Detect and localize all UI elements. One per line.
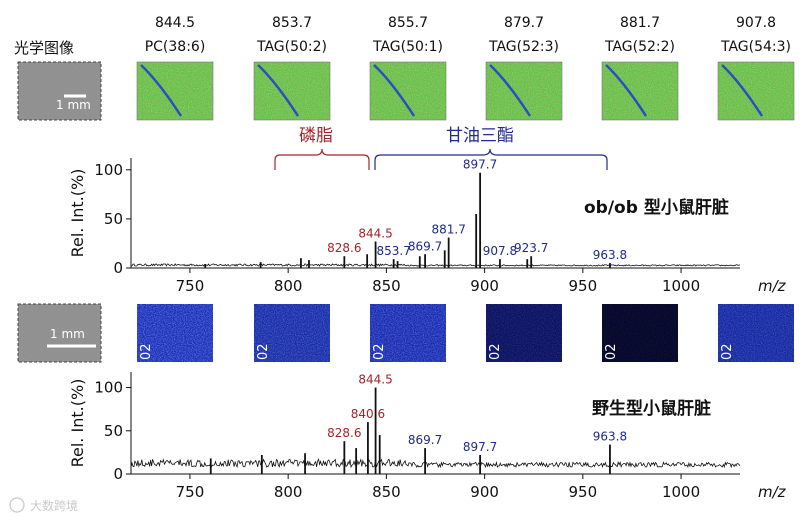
optical-image-label: 光学图像 [14, 39, 74, 57]
x-tick-label: 1000 [662, 277, 700, 295]
peak-label: 881.7 [431, 223, 465, 237]
panel-title-wt: 野生型小鼠肝脏 [592, 398, 711, 419]
peak-label: 963.8 [593, 430, 627, 444]
phospholipid-label: 磷脂 [299, 126, 333, 146]
scale-bar-label-top: 1 mm [56, 98, 91, 112]
x-tick-label: 800 [274, 277, 303, 295]
spectrum-trace-ob [130, 263, 741, 267]
x-tick-label: 750 [176, 483, 205, 501]
x-tick-label: 800 [274, 483, 303, 501]
image-lipid-label: PC(38:6) [145, 39, 206, 55]
vessel [721, 64, 764, 117]
image-lipid-label: TAG(50:1) [372, 39, 443, 55]
image-headers: 844.5 PC(38:6) 853.7 TAG(50:2) 855.7 TAG(50:1… [145, 15, 791, 55]
peak-label: 844.5 [358, 226, 392, 240]
peak-label: 828.6 [327, 241, 361, 255]
x-tick-label: 850 [372, 483, 401, 501]
ion-image-tile-wt: 02 [486, 304, 562, 362]
x-tick-label: 900 [470, 277, 499, 295]
y-tick-label: 100 [94, 161, 123, 179]
triglyceride-brace [374, 148, 608, 170]
vessel [489, 64, 532, 117]
image-lipid-label: TAG(54:3) [720, 39, 791, 55]
ion-image-tile-wt: 02 [602, 304, 678, 362]
image-mz-label: 879.7 [504, 15, 544, 31]
tile-tag: 02 [256, 343, 271, 360]
ion-images-wt: 02 02 02 02 02 02 [137, 304, 794, 362]
peak-label: 844.5 [358, 373, 392, 387]
vessel [257, 64, 300, 117]
ion-image-tile-ob [717, 61, 795, 121]
image-mz-label: 853.7 [272, 15, 312, 31]
ion-image-tile-wt: 02 [718, 304, 794, 362]
x-tick-label: 850 [372, 277, 401, 295]
ion-image-tile-ob [253, 61, 331, 121]
peak-label: 897.7 [463, 158, 497, 172]
y-tick-label: 50 [104, 422, 123, 440]
optical-image-top: 1 mm [17, 61, 102, 121]
tile-tag: 02 [720, 343, 735, 360]
spectrum-trace-wt [130, 458, 741, 469]
x-tick-label: 950 [569, 277, 598, 295]
peak-label: 840.6 [351, 407, 385, 421]
peak-label: 853.7 [376, 244, 410, 258]
image-mz-label: 844.5 [155, 15, 195, 31]
y-tick-label: 0 [113, 259, 123, 277]
x-tick-label: 1000 [662, 483, 700, 501]
ion-images-ob [136, 61, 795, 121]
triglyceride-label: 甘油三酯 [446, 126, 514, 146]
x-tick-label: 900 [470, 483, 499, 501]
watermark-icon [9, 497, 25, 513]
peak-label: 828.6 [327, 426, 361, 440]
vessel [373, 64, 416, 117]
peak-label: 923.7 [514, 241, 548, 255]
y-axis-label: Rel. Int.(%) [68, 169, 87, 258]
vessel [140, 64, 183, 117]
image-lipid-label: TAG(52:2) [604, 39, 675, 55]
tile-tag: 02 [488, 343, 503, 360]
ion-image-tile-ob [369, 61, 447, 121]
image-mz-label: 907.8 [736, 15, 776, 31]
peak-label: 869.7 [408, 239, 442, 253]
watermark: 大数跨境 [9, 497, 78, 513]
peak-label: 907.8 [483, 244, 517, 258]
ion-image-tile-wt: 02 [137, 304, 213, 362]
ion-image-tile-ob [485, 61, 563, 121]
x-tick-label: 950 [569, 483, 598, 501]
scale-bar-label-bottom: 1 mm [50, 327, 85, 341]
image-mz-label: 855.7 [388, 15, 428, 31]
x-axis-label: m/z [758, 483, 787, 501]
y-tick-label: 100 [94, 379, 123, 397]
peak-label: 897.7 [463, 440, 497, 454]
watermark-text: 大数跨境 [30, 498, 78, 513]
ion-image-tile-wt: 02 [254, 304, 330, 362]
y-tick-label: 0 [113, 465, 123, 483]
panel-title-ob: ob/ob 型小鼠肝脏 [584, 197, 729, 218]
tile-tag: 02 [372, 343, 387, 360]
vessel [605, 64, 648, 117]
ion-image-tile-ob [601, 61, 679, 121]
x-tick-label: 750 [176, 277, 205, 295]
ion-image-tile-ob [136, 61, 214, 121]
image-mz-label: 881.7 [620, 15, 660, 31]
peak-label: 869.7 [408, 433, 442, 447]
phospholipid-brace [274, 148, 370, 170]
ion-image-tile-wt: 02 [370, 304, 446, 362]
peak-label: 963.8 [593, 248, 627, 262]
y-tick-label: 50 [104, 210, 123, 228]
x-axis-label: m/z [758, 277, 787, 295]
optical-image-bottom: 1 mm [17, 303, 102, 363]
y-axis-label: Rel. Int.(%) [68, 379, 87, 468]
tile-tag: 02 [139, 343, 154, 360]
tile-tag: 02 [604, 343, 619, 360]
image-lipid-label: TAG(50:2) [256, 39, 327, 55]
spectrum-chart-wt: 828.6 840.6 844.5 869.7 897.7 963.8 0 50 100 750 8… [68, 372, 787, 501]
image-lipid-label: TAG(52:3) [488, 39, 559, 55]
